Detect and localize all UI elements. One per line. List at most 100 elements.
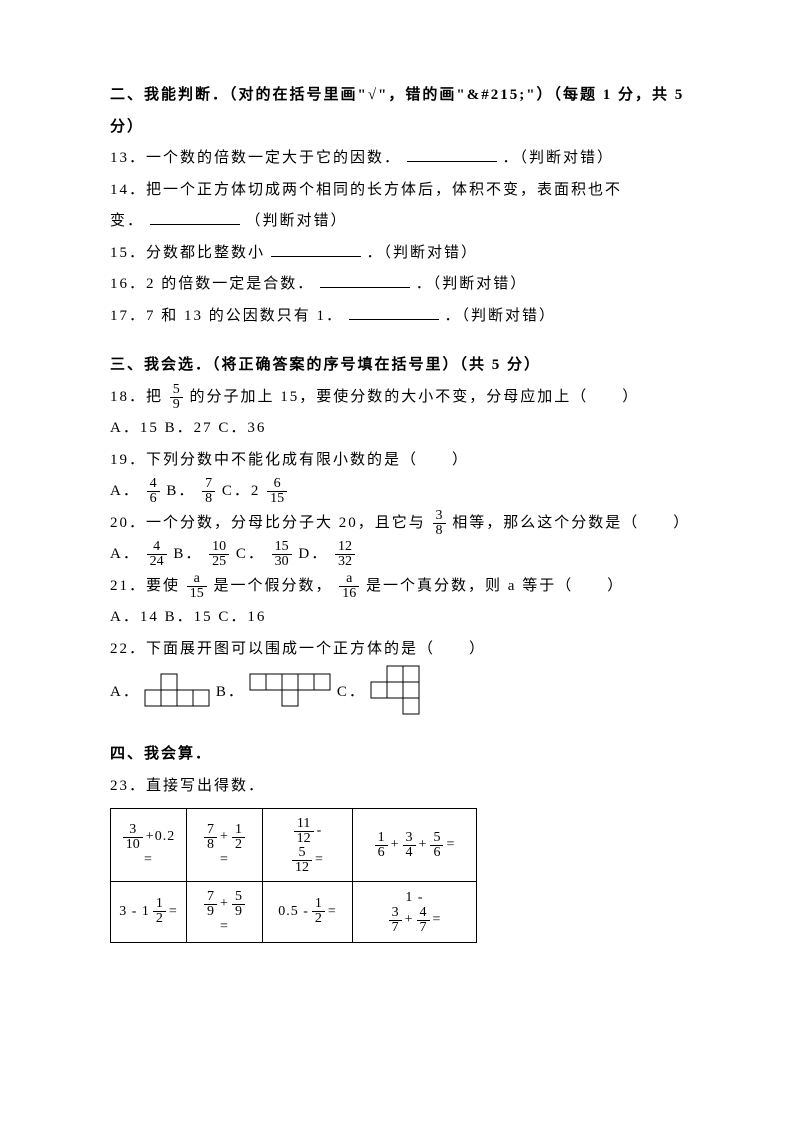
frac-den: 15	[187, 587, 207, 601]
text: +	[405, 912, 414, 929]
cell: 1 - 37 + 47 =	[353, 882, 477, 943]
q21-f2: a16	[339, 572, 359, 601]
frac-num: 12	[335, 540, 355, 555]
frac-num: 3	[433, 509, 446, 524]
frac-den: 2	[312, 912, 325, 926]
table-row: 310 +0.2 = 78 + 12 = 1112 -	[111, 809, 477, 882]
frac-den: 32	[335, 555, 355, 569]
q19-opts: A． 46 B． 78 C．2 615	[110, 476, 700, 508]
frac-num: 5	[232, 890, 245, 905]
frac-den: 2	[153, 912, 166, 926]
q13-text: 13．一个数的倍数一定大于它的因数．	[110, 150, 401, 166]
text: 1 -	[405, 890, 423, 907]
frac-num: 7	[202, 477, 215, 492]
q22-B-label: B．	[216, 677, 245, 709]
q20-B-frac: 1025	[209, 540, 229, 569]
q21-opts: A．14 B．15 C．16	[110, 602, 700, 634]
frac-den: 15	[267, 492, 287, 506]
frac-den: 25	[209, 555, 229, 569]
q19-C-frac: 615	[267, 477, 287, 506]
frac-num: a	[339, 572, 359, 587]
frac-den: 6	[375, 846, 388, 860]
frac-num: 7	[204, 823, 217, 838]
q18-frac: 59	[170, 383, 183, 412]
q23: 23．直接写出得数．	[110, 771, 700, 803]
text: =	[328, 903, 337, 921]
text: =	[220, 852, 229, 869]
frac-den: 9	[204, 905, 217, 919]
frac-den: 12	[292, 861, 312, 875]
frac-den: 8	[433, 524, 446, 538]
q20-B-label: B．	[173, 546, 202, 562]
q21: 21．要使 a15 是一个假分数， a16 是一个真分数，则 a 等于（ ）	[110, 571, 700, 603]
q14-blank[interactable]	[150, 209, 240, 225]
frac-den: 8	[202, 492, 215, 506]
frac-num: a	[187, 572, 207, 587]
net-diagram-a	[144, 673, 212, 713]
frac-den: 7	[389, 921, 402, 935]
q18-b: 的分子加上 15，要使分数的大小不变，分母应加上（ ）	[190, 389, 640, 405]
q21-f1: a15	[187, 572, 207, 601]
q14b: 变． （判断对错）	[110, 206, 700, 238]
text: =	[433, 912, 442, 929]
q14a: 14．把一个正方体切成两个相同的长方体后，体积不变，表面积也不	[110, 175, 700, 207]
net-diagram-c	[370, 665, 442, 721]
text: +	[391, 836, 400, 854]
q15-text: 15．分数都比整数小	[110, 245, 265, 261]
text: +	[220, 829, 229, 846]
text: 0.5 -	[278, 903, 309, 921]
q18: 18．把 59 的分子加上 15，要使分数的大小不变，分母应加上（ ）	[110, 382, 700, 414]
q15-blank[interactable]	[271, 241, 361, 257]
text: +0.2	[146, 829, 175, 846]
q19-B-label: B．	[166, 483, 195, 499]
q21-b: 是一个假分数，	[214, 578, 333, 594]
cell: 0.5 - 12 =	[263, 882, 353, 943]
frac-den: 8	[204, 838, 217, 852]
frac-num: 5	[292, 846, 312, 861]
text: =	[144, 852, 153, 869]
q17-text: 17．7 和 13 的公因数只有 1．	[110, 308, 343, 324]
q20-C-label: C．	[236, 546, 265, 562]
text: =	[169, 903, 178, 921]
q16-blank[interactable]	[320, 272, 410, 288]
frac-num: 11	[294, 817, 314, 832]
cell: 310 +0.2 =	[111, 809, 187, 882]
q20-C-frac: 1530	[272, 540, 292, 569]
q21-c: 是一个真分数，则 a 等于（ ）	[366, 578, 624, 594]
q22: 22．下面展开图可以围成一个正方体的是（ ）	[110, 634, 700, 666]
frac-num: 5	[430, 831, 443, 846]
frac-num: 1	[153, 897, 166, 912]
q13-blank[interactable]	[407, 146, 497, 162]
q19: 19．下列分数中不能化成有限小数的是（ ）	[110, 445, 700, 477]
q15-tail: ．（判断对错）	[367, 245, 479, 261]
frac-den: 10	[123, 838, 143, 852]
frac-num: 15	[272, 540, 292, 555]
q19-A-label: A．	[110, 483, 140, 499]
q17-blank[interactable]	[349, 304, 439, 320]
q20-opts: A． 424 B． 1025 C． 1530 D． 1232	[110, 539, 700, 571]
frac-num: 3	[389, 906, 402, 921]
frac-num: 10	[209, 540, 229, 555]
q22-A-label: A．	[110, 677, 140, 709]
frac-num: 4	[147, 477, 160, 492]
q13-tail: ．（判断对错）	[503, 150, 615, 166]
q20: 20．一个分数，分母比分子大 20，且它与 38 相等，那么这个分数是（ ）	[110, 508, 700, 540]
q18-frac-den: 9	[170, 398, 183, 412]
q20-D-label: D．	[298, 546, 328, 562]
frac-den: 16	[339, 587, 359, 601]
frac-num: 7	[204, 890, 217, 905]
q19-C-label: C．2	[222, 483, 261, 499]
q22-C-label: C．	[337, 677, 366, 709]
frac-den: 4	[403, 846, 416, 860]
section4-heading: 四、我会算．	[110, 739, 700, 771]
q16: 16．2 的倍数一定是合数． ．（判断对错）	[110, 269, 700, 301]
q20-a: 20．一个分数，分母比分子大 20，且它与	[110, 515, 426, 531]
q20-A-frac: 424	[147, 540, 167, 569]
frac-num: 3	[403, 831, 416, 846]
cell: 3 - 1 12 =	[111, 882, 187, 943]
q18-frac-num: 5	[170, 383, 183, 398]
frac-num: 4	[417, 906, 430, 921]
q18-opts: A．15 B．27 C．36	[110, 413, 700, 445]
q22-opts: A． B． C．	[110, 665, 700, 721]
frac-num: 1	[375, 831, 388, 846]
